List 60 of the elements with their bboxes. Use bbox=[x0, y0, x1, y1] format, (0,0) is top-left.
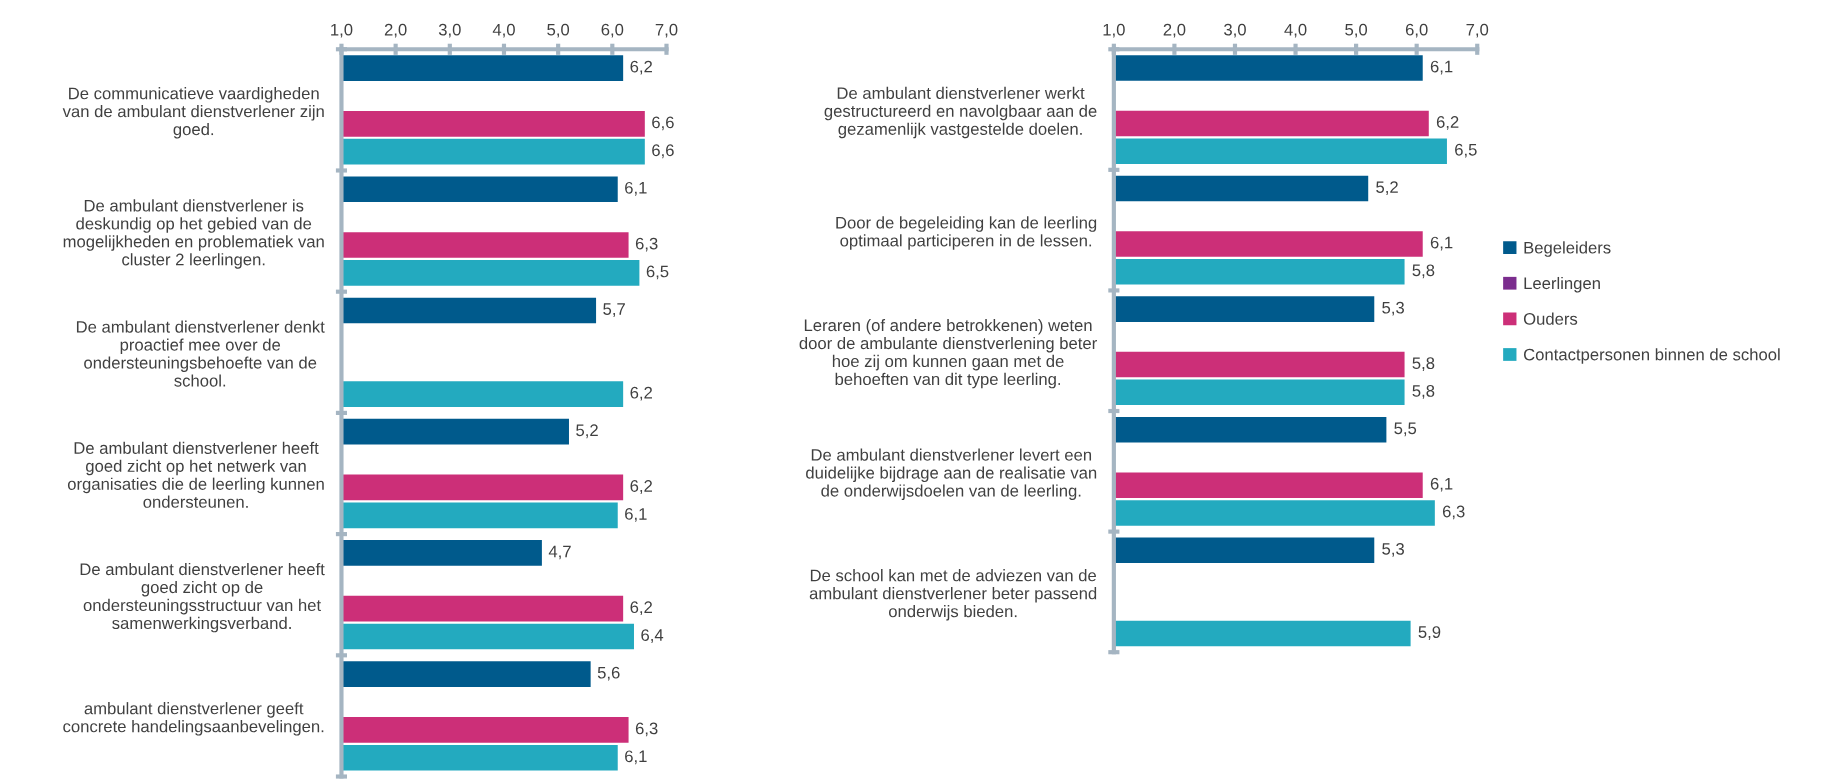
legend-label: Begeleiders bbox=[1524, 241, 1611, 257]
x-tick-label: 7,0 bbox=[655, 23, 678, 38]
x-tick-label: 2,0 bbox=[384, 23, 407, 38]
x-tick-label: 7,0 bbox=[1466, 23, 1489, 38]
data-label: 6,5 bbox=[646, 265, 669, 280]
data-label: 5,7 bbox=[603, 303, 625, 317]
x-tick-label: 4,0 bbox=[492, 23, 515, 38]
legend-label: Contactpersonen binnen de school bbox=[1523, 348, 1780, 364]
data-label: 6,4 bbox=[641, 629, 664, 643]
y-tick-label: Door de begeleiding kan de leerling optimaal participeren in de lessen. bbox=[836, 216, 1097, 250]
y-tick-label: De school kan met de adviezen van de ambulant dienstverlener beter passend onderwijs bieden. bbox=[809, 569, 1097, 621]
data-label: 5,3 bbox=[1382, 301, 1404, 316]
data-label: 6,6 bbox=[652, 144, 674, 159]
y-tick-label: De communicatieve vaardigheden van de ambulant dienstverlener zijn goed. bbox=[62, 87, 324, 139]
legend-label: Ouders bbox=[1523, 312, 1578, 325]
data-label: 5,2 bbox=[576, 424, 598, 439]
data-label: 6,3 bbox=[635, 722, 658, 737]
data-label: 6,3 bbox=[1442, 505, 1465, 520]
data-label: 6,2 bbox=[1436, 116, 1459, 130]
data-label: 5,2 bbox=[1376, 181, 1398, 195]
x-tick-label: 6,0 bbox=[601, 23, 624, 38]
data-label: 4,7 bbox=[548, 545, 571, 560]
data-label: 6,2 bbox=[630, 480, 652, 494]
data-label: 5,8 bbox=[1412, 264, 1435, 279]
x-tick-label: 6,0 bbox=[1405, 23, 1428, 38]
x-tick-label: 3,0 bbox=[438, 23, 461, 38]
y-tick-label: De ambulant dienstverlener denkt proactief mee over de ondersteuningsbehoefte van de school. bbox=[76, 320, 325, 387]
x-tick-label: 4,0 bbox=[1284, 23, 1307, 38]
data-label: 6,5 bbox=[1455, 143, 1477, 158]
data-label: 6,6 bbox=[652, 116, 674, 131]
data-label: 5,5 bbox=[1394, 422, 1417, 437]
data-label: 6,2 bbox=[630, 60, 652, 75]
x-tick-label: 5,0 bbox=[547, 23, 570, 38]
data-label: 5,3 bbox=[1382, 542, 1404, 557]
y-tick-label: ambulant dienstverlener geeft concrete handelingsaanbevelingen. bbox=[63, 702, 324, 736]
x-tick-label: 2,0 bbox=[1163, 23, 1186, 38]
data-label: 6,1 bbox=[1430, 236, 1453, 251]
legend-label: Leerlingen bbox=[1524, 276, 1600, 293]
y-tick-label: De ambulant dienstverlener heeft goed zicht op het netwerk van organisaties die de leerling kunnen ondersteunen. bbox=[67, 441, 324, 508]
data-label: 5,8 bbox=[1412, 385, 1435, 399]
y-tick-label: De ambulant dienstverlener heeft goed zicht op de ondersteuningsstructuur van het samenwerkingsverband. bbox=[80, 562, 325, 633]
data-label: 6,3 bbox=[635, 237, 658, 252]
data-label: 6,1 bbox=[1430, 60, 1453, 75]
data-label: 5,8 bbox=[1412, 357, 1435, 372]
y-tick-label: De ambulant dienstverlener werkt gestructureerd en navolgbaar aan de gezamenlijk vastgestelde doelen. bbox=[824, 86, 1097, 139]
data-label: 6,1 bbox=[625, 750, 647, 765]
y-tick-label: De ambulant dienstverlener is deskundig op het gebied van de mogelijkheden en problematiek van cluster 2 leerlingen. bbox=[63, 199, 324, 269]
data-label: 6,2 bbox=[630, 386, 652, 401]
x-tick-label: 5,0 bbox=[1345, 23, 1368, 38]
y-tick-label: De ambulant dienstverlener levert een duidelijke bijdrage aan de realisatie van de onderwijsdoelen van de leerling. bbox=[806, 448, 1097, 500]
data-label: 5,9 bbox=[1418, 626, 1441, 640]
y-tick-label: Leraren (of andere betrokkenen) weten door de ambulante dienstverlening beter hoe zij om kunnen gaan met de behoeften van dit type leerling. bbox=[799, 318, 1097, 389]
data-label: 6,1 bbox=[1430, 477, 1453, 492]
x-tick-label: 1,0 bbox=[1103, 23, 1125, 38]
data-label: 5,6 bbox=[597, 666, 620, 681]
data-label: 6,1 bbox=[625, 507, 647, 522]
x-tick-label: 1,0 bbox=[331, 23, 353, 38]
data-label: 6,1 bbox=[625, 181, 647, 196]
data-label: 6,2 bbox=[630, 601, 652, 616]
x-tick-label: 3,0 bbox=[1224, 23, 1246, 38]
